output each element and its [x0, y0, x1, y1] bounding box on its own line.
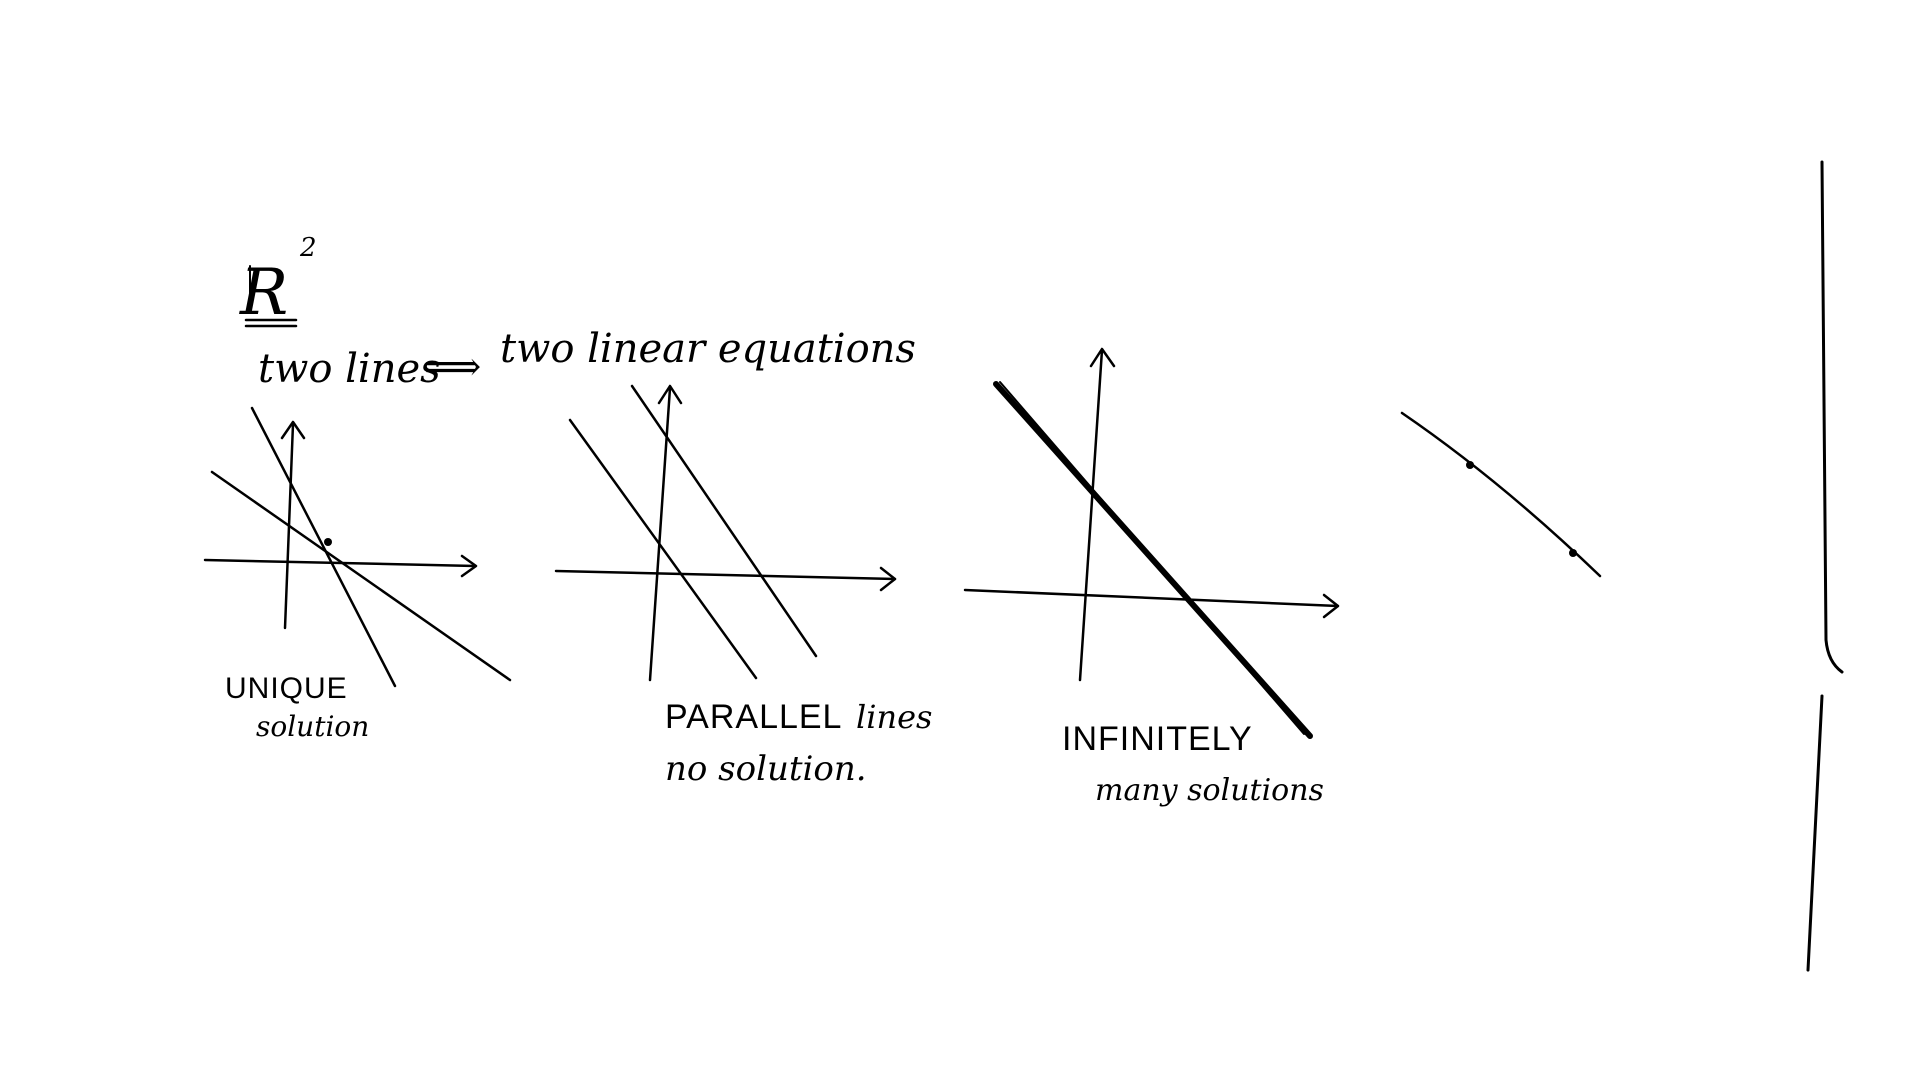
line-a	[250, 406, 397, 688]
panel-unique: UNIQUE solution	[203, 406, 512, 743]
y-axis-arrowhead	[657, 384, 683, 405]
caption-main: INFINITELY	[1062, 720, 1253, 758]
space-title: R 2	[239, 233, 317, 330]
subtitle-left: two lines	[258, 346, 441, 392]
y-axis-arrowhead	[280, 420, 306, 440]
panel-infinite: INFINITELY many solutions	[963, 347, 1340, 808]
panel-parallel: PARALLEL lines no solution.	[554, 384, 932, 789]
caption-tail: lines	[856, 698, 932, 736]
space-exponent: 2	[299, 233, 317, 263]
caption-sub: solution	[256, 710, 369, 743]
divider-upper	[1820, 160, 1844, 674]
y-axis	[1078, 348, 1104, 682]
x-axis	[963, 588, 1340, 608]
x-axis	[203, 558, 477, 568]
point-a	[1466, 461, 1474, 469]
point-b	[1569, 549, 1577, 557]
implies-symbol: ⟹	[424, 344, 481, 390]
line-through-two-points	[1400, 411, 1602, 578]
y-axis-arrowhead	[1089, 347, 1116, 368]
parallel-line-a	[568, 418, 758, 680]
caption-main: UNIQUE	[225, 672, 348, 705]
x-axis	[554, 569, 897, 581]
caption-main: PARALLEL	[665, 698, 842, 736]
x-axis-arrowhead	[460, 554, 478, 578]
space-symbol: R	[239, 256, 288, 330]
line-b	[210, 470, 512, 682]
coincident-line-b	[999, 381, 1305, 735]
parallel-line-b	[630, 384, 818, 658]
caption-sub: no solution.	[665, 749, 867, 789]
right-divider	[1806, 160, 1844, 972]
subtitle-right: two linear equations	[500, 326, 916, 372]
x-axis-arrowhead	[879, 566, 897, 592]
caption-sub: many solutions	[1095, 773, 1324, 808]
intersection-point	[324, 538, 332, 546]
x-axis-arrowhead	[1322, 593, 1340, 619]
divider-lower	[1806, 694, 1824, 972]
